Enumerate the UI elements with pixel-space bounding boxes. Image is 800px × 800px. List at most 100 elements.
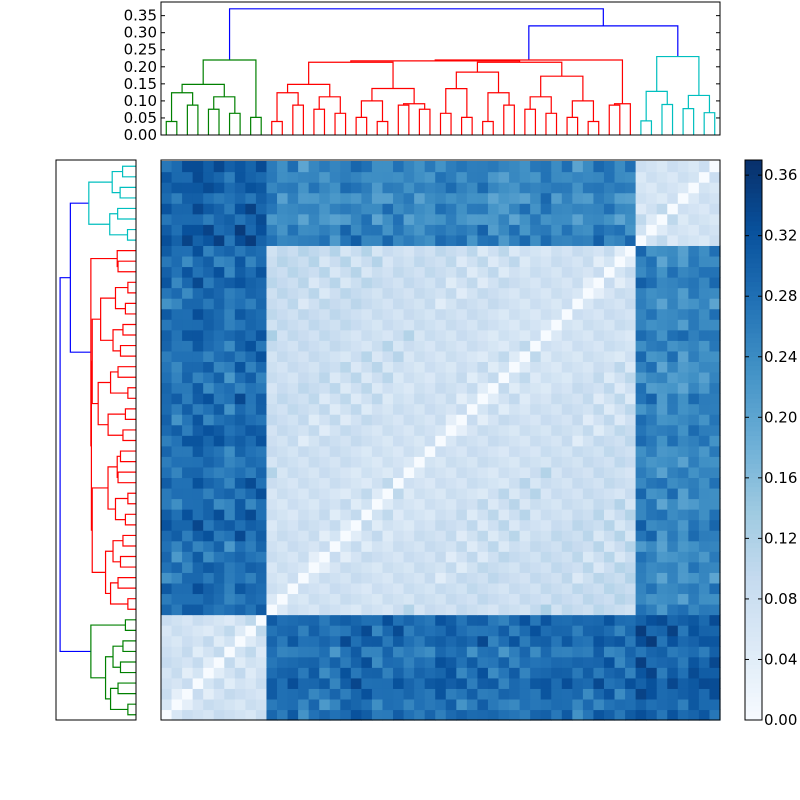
heatmap-cell bbox=[435, 298, 447, 310]
heatmap-cell bbox=[435, 213, 447, 225]
heatmap-cell bbox=[224, 277, 236, 289]
heatmap-cell bbox=[477, 667, 489, 679]
heatmap-cell bbox=[234, 371, 246, 384]
heatmap-cell bbox=[593, 688, 605, 700]
heatmap-cell bbox=[277, 445, 289, 457]
heatmap-cell bbox=[340, 519, 352, 531]
heatmap-cell bbox=[477, 603, 489, 616]
heatmap-cell bbox=[614, 340, 626, 352]
heatmap-cell bbox=[414, 245, 426, 257]
heatmap-cell bbox=[456, 393, 468, 405]
heatmap-cell bbox=[277, 435, 289, 447]
heatmap-cell bbox=[498, 224, 510, 236]
heatmap-cell bbox=[551, 361, 563, 373]
heatmap-cell bbox=[255, 171, 268, 183]
heatmap-cell bbox=[277, 646, 289, 658]
heatmap-cell bbox=[698, 298, 711, 310]
heatmap-cell bbox=[646, 298, 658, 310]
heatmap-cell bbox=[477, 625, 489, 637]
heatmap-cell bbox=[614, 477, 626, 489]
heatmap-cell bbox=[287, 709, 299, 721]
heatmap-cell bbox=[646, 551, 658, 563]
colorbar-segment bbox=[745, 258, 762, 264]
heatmap-cell bbox=[414, 393, 426, 405]
heatmap-cell bbox=[255, 688, 268, 700]
heatmap-cell bbox=[498, 350, 510, 362]
heatmap-cell bbox=[382, 329, 394, 341]
heatmap-cell bbox=[625, 266, 637, 278]
colorbar-segment bbox=[745, 230, 762, 236]
heatmap-cell bbox=[298, 224, 310, 236]
heatmap-cell bbox=[635, 614, 647, 626]
heatmap-cell bbox=[213, 603, 225, 616]
heatmap-cell bbox=[519, 340, 531, 352]
heatmap-cell bbox=[466, 709, 479, 721]
heatmap-cell bbox=[298, 667, 310, 679]
heatmap-cell bbox=[319, 456, 331, 468]
heatmap-cell bbox=[435, 382, 447, 394]
colorbar-tick-label: 0.28 bbox=[764, 287, 797, 305]
heatmap-cell bbox=[298, 266, 310, 278]
heatmap-cell bbox=[361, 424, 373, 436]
heatmap-cell bbox=[266, 255, 278, 268]
heatmap-cell bbox=[298, 509, 310, 521]
heatmap-cell bbox=[635, 224, 647, 236]
heatmap-cell bbox=[414, 213, 426, 225]
heatmap-cell bbox=[308, 677, 320, 689]
heatmap-cell bbox=[255, 582, 268, 595]
colorbar-segment bbox=[745, 617, 762, 623]
heatmap-cell bbox=[234, 487, 246, 500]
heatmap-cell bbox=[277, 603, 289, 616]
heatmap-cell bbox=[593, 414, 605, 426]
heatmap-cell bbox=[224, 698, 236, 711]
heatmap-cell bbox=[498, 540, 510, 552]
heatmap-cell bbox=[329, 213, 341, 225]
dendrogram-link bbox=[116, 250, 136, 268]
heatmap-cell bbox=[656, 224, 668, 236]
heatmap-cell bbox=[625, 445, 637, 457]
heatmap-cell bbox=[603, 203, 616, 215]
heatmap-cell bbox=[213, 593, 225, 605]
heatmap-cell bbox=[182, 635, 194, 647]
heatmap-cell bbox=[561, 698, 573, 711]
heatmap-cell bbox=[519, 477, 531, 489]
dendrogram-link bbox=[127, 281, 136, 294]
heatmap-cell bbox=[308, 329, 320, 341]
heatmap-cell bbox=[509, 245, 521, 257]
heatmap-cell bbox=[635, 182, 647, 194]
heatmap-cell bbox=[393, 456, 405, 468]
heatmap-cell bbox=[403, 487, 415, 500]
heatmap-cell bbox=[182, 192, 194, 204]
heatmap-cell bbox=[319, 245, 331, 257]
heatmap-cell bbox=[298, 540, 310, 552]
heatmap-cell bbox=[255, 319, 268, 331]
heatmap-cell bbox=[435, 192, 447, 204]
heatmap-cell bbox=[340, 656, 352, 668]
heatmap-cell bbox=[277, 393, 289, 405]
heatmap-cell bbox=[435, 308, 447, 320]
heatmap-cell bbox=[213, 477, 225, 489]
heatmap-cell bbox=[603, 213, 616, 225]
heatmap-cell bbox=[698, 350, 711, 362]
heatmap-cell bbox=[161, 171, 173, 183]
heatmap-cell bbox=[319, 435, 331, 447]
colorbar-segment bbox=[745, 608, 762, 614]
heatmap-cell bbox=[582, 572, 595, 584]
heatmap-cell bbox=[192, 403, 204, 415]
heatmap-cell bbox=[424, 393, 436, 405]
heatmap-cell bbox=[466, 224, 479, 236]
heatmap-cell bbox=[192, 435, 204, 447]
heatmap-cell bbox=[287, 382, 299, 394]
heatmap-cell bbox=[171, 614, 183, 626]
heatmap-cell bbox=[530, 646, 542, 658]
colorbar-segment bbox=[745, 505, 762, 511]
heatmap-cell bbox=[266, 656, 278, 668]
heatmap-cell bbox=[551, 519, 563, 531]
heatmap-cell bbox=[582, 456, 595, 468]
heatmap-cell bbox=[192, 603, 204, 616]
heatmap-cell bbox=[161, 603, 173, 616]
dendrogram-link bbox=[587, 120, 600, 135]
heatmap-cell bbox=[361, 540, 373, 552]
heatmap-cell bbox=[709, 466, 721, 479]
heatmap-cell bbox=[540, 709, 552, 721]
